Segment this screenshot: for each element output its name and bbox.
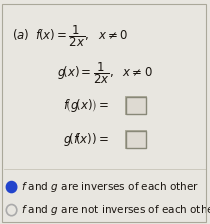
- FancyBboxPatch shape: [125, 130, 147, 149]
- FancyBboxPatch shape: [126, 97, 146, 114]
- Text: $f$ and $g$ are not inverses of each other: $f$ and $g$ are not inverses of each oth…: [21, 203, 210, 217]
- Circle shape: [6, 181, 17, 193]
- FancyBboxPatch shape: [126, 131, 146, 148]
- Text: $f\!\left(g\!\left(x\right)\right)=$: $f\!\left(g\!\left(x\right)\right)=$: [63, 97, 109, 114]
- Text: $g\!\left(x\right)=\dfrac{1}{2x},\ \ x\neq 0$: $g\!\left(x\right)=\dfrac{1}{2x},\ \ x\n…: [57, 60, 153, 86]
- Text: $(a)\ \ f\!\left(x\right)=\dfrac{1}{2x},\ \ x\neq 0$: $(a)\ \ f\!\left(x\right)=\dfrac{1}{2x},…: [12, 24, 128, 49]
- Text: $f$ and $g$ are inverses of each other: $f$ and $g$ are inverses of each other: [21, 180, 199, 194]
- FancyBboxPatch shape: [125, 96, 147, 115]
- Text: $g\!\left(f\!\left(x\right)\right)=$: $g\!\left(f\!\left(x\right)\right)=$: [63, 131, 109, 148]
